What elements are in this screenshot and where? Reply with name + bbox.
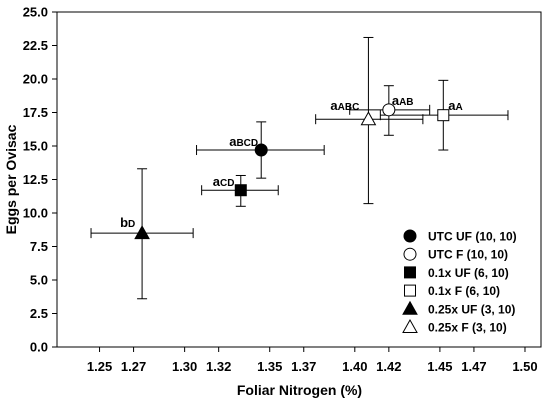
- data-point: [134, 225, 150, 240]
- legend-marker: [403, 229, 417, 243]
- x-tick-label: 1.42: [376, 359, 401, 374]
- significance-group: CD: [220, 178, 234, 189]
- significance-group: A: [456, 102, 463, 113]
- significance-group: D: [128, 219, 135, 230]
- x-tick-label: 1.32: [206, 359, 231, 374]
- legend-label: UTC UF (10, 10): [428, 230, 517, 244]
- y-tick-label: 17.5: [23, 105, 48, 120]
- x-tick-label: 1.47: [461, 359, 486, 374]
- significance-group: ABC: [338, 102, 360, 113]
- legend-marker: [404, 284, 416, 297]
- data-point: [360, 111, 377, 126]
- significance-label: aAB: [392, 93, 414, 108]
- legend-label: 0.1x UF (6, 10): [428, 266, 509, 280]
- y-tick-label: 15.0: [23, 139, 48, 154]
- data-point: [382, 103, 396, 117]
- y-tick-label: 2.5: [30, 306, 48, 321]
- y-axis-title: Eggs per Ovisac: [3, 124, 19, 234]
- y-axis: 0.0 2.5 5.0 7.5 10.0 12.5 15.0 17.5 20.0 22.5 25.0: [23, 5, 57, 355]
- significance-letter: a: [213, 174, 221, 189]
- significance-label: aABC: [330, 98, 359, 113]
- x-tick-label: 1.27: [121, 359, 146, 374]
- legend-label: 0.25x UF (3, 10): [428, 302, 515, 316]
- legend-label: UTC F (10, 10): [428, 248, 508, 262]
- x-tick-label: 1.50: [512, 359, 537, 374]
- data-point: [234, 184, 247, 197]
- x-axis-title: Foliar Nitrogen (%): [237, 382, 362, 398]
- y-tick-label: 0.0: [30, 340, 48, 355]
- significance-letter: b: [120, 215, 128, 230]
- y-tick-label: 22.5: [23, 38, 48, 53]
- significance-label: aA: [448, 98, 462, 113]
- x-tick-label: 1.40: [342, 359, 367, 374]
- x-tick-label: 1.37: [291, 359, 316, 374]
- x-tick-label: 1.35: [257, 359, 282, 374]
- data-point: [437, 109, 450, 122]
- significance-group: AB: [399, 97, 413, 108]
- legend-marker: [402, 300, 418, 315]
- x-tick-label: 1.45: [427, 359, 452, 374]
- significance-label: aCD: [213, 174, 235, 189]
- significance-letter: a: [229, 134, 237, 149]
- significance-label: aBCD: [229, 134, 258, 149]
- significance-label: bD: [120, 215, 135, 230]
- y-tick-label: 25.0: [23, 5, 48, 20]
- legend-label: 0.1x F (6, 10): [428, 284, 500, 298]
- x-axis: 1.25 1.27 1.30 1.32 1.35 1.37 1.40 1.42 1.45 1.47…: [87, 347, 538, 374]
- significance-letter: a: [448, 98, 456, 113]
- data-points: [134, 103, 450, 240]
- legend: UTC UF (10, 10) UTC F (10, 10) 0.1x UF (6,…: [402, 229, 517, 335]
- legend-marker: [403, 247, 417, 261]
- y-tick-label: 10.0: [23, 206, 48, 221]
- significance-letter: a: [330, 98, 338, 113]
- y-tick-label: 5.0: [30, 273, 48, 288]
- legend-marker: [404, 266, 416, 279]
- y-tick-label: 12.5: [23, 172, 48, 187]
- y-tick-label: 20.0: [23, 72, 48, 87]
- significance-group: BCD: [236, 138, 258, 149]
- data-point: [254, 143, 268, 157]
- significance-letter: a: [392, 93, 400, 108]
- y-tick-label: 7.5: [30, 239, 48, 254]
- x-tick-label: 1.25: [87, 359, 112, 374]
- x-tick-label: 1.30: [172, 359, 197, 374]
- legend-label: 0.25x F (3, 10): [428, 321, 507, 335]
- legend-marker: [402, 318, 418, 333]
